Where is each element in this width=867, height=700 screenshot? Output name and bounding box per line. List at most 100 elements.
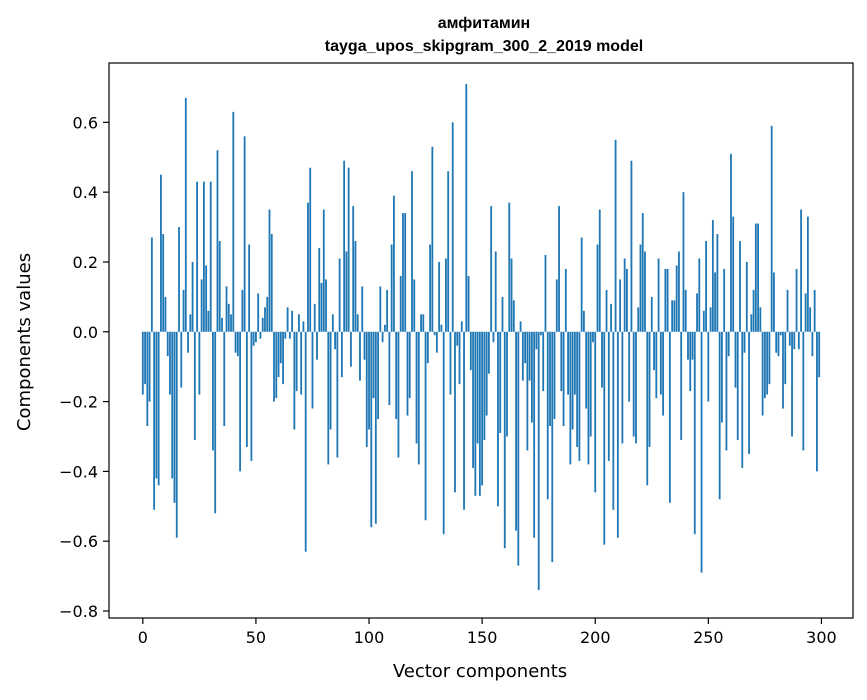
bar xyxy=(469,331,472,371)
bar xyxy=(426,331,429,364)
bar xyxy=(205,265,208,332)
bar xyxy=(616,331,619,538)
bar xyxy=(641,213,644,332)
bar xyxy=(456,331,459,346)
bar xyxy=(422,314,425,332)
bar xyxy=(782,331,784,409)
bar xyxy=(535,331,538,350)
bar xyxy=(569,331,572,465)
bar xyxy=(528,331,531,381)
bar xyxy=(370,331,373,528)
bar xyxy=(483,331,486,440)
bar xyxy=(166,331,169,357)
bar xyxy=(646,331,649,486)
bar xyxy=(257,293,260,332)
bar xyxy=(141,331,144,395)
bar xyxy=(610,303,612,332)
bar xyxy=(736,331,739,440)
bar xyxy=(307,202,309,332)
bar xyxy=(596,244,599,332)
bar xyxy=(365,331,368,447)
bar xyxy=(277,331,280,378)
bar xyxy=(338,258,341,332)
bar xyxy=(766,331,769,395)
y-axis-label: Components values xyxy=(14,253,35,431)
bar xyxy=(227,303,230,332)
bar xyxy=(157,331,160,486)
bar xyxy=(191,261,194,332)
bar xyxy=(519,321,522,332)
plot-frame xyxy=(108,62,854,619)
bar xyxy=(623,258,626,332)
y-tick-label: −0.2 xyxy=(59,393,98,412)
bar xyxy=(549,331,551,427)
bar xyxy=(395,331,398,420)
bar xyxy=(408,331,411,399)
bar xyxy=(311,331,314,409)
bar xyxy=(668,331,671,503)
bar xyxy=(485,331,488,416)
bar xyxy=(420,314,422,332)
x-tick-label: 100 xyxy=(354,628,385,647)
bar xyxy=(684,289,687,332)
bar xyxy=(662,331,664,416)
bar xyxy=(811,331,814,357)
bar xyxy=(193,331,196,440)
bar xyxy=(302,321,305,332)
bar xyxy=(499,331,502,433)
bar xyxy=(524,331,527,364)
bar xyxy=(635,331,637,444)
bar xyxy=(187,331,189,353)
bar xyxy=(748,331,750,454)
bar xyxy=(791,331,793,437)
bar xyxy=(259,331,262,339)
bar xyxy=(352,206,355,332)
bar xyxy=(562,331,565,427)
bar xyxy=(614,139,617,332)
bar xyxy=(304,331,307,552)
bar xyxy=(383,324,386,332)
x-tick-label: 150 xyxy=(467,628,498,647)
bar xyxy=(501,296,504,332)
bar xyxy=(316,331,318,360)
bar xyxy=(653,331,655,371)
bar xyxy=(705,241,707,332)
bar xyxy=(173,331,176,503)
bar xyxy=(350,331,352,367)
bar xyxy=(243,136,246,332)
bar xyxy=(250,331,253,461)
bar xyxy=(440,324,443,332)
bar xyxy=(415,331,418,444)
bar xyxy=(268,209,271,332)
bar xyxy=(424,331,427,521)
bar xyxy=(788,331,791,346)
bar xyxy=(818,331,821,378)
bar xyxy=(467,275,470,332)
x-tick-label: 300 xyxy=(806,628,837,647)
bar xyxy=(402,213,404,332)
bar xyxy=(657,258,660,332)
bar xyxy=(356,314,359,332)
bar xyxy=(225,286,228,332)
bar xyxy=(497,331,499,507)
y-tick-label: 0.4 xyxy=(73,183,98,202)
bar xyxy=(255,331,257,343)
bar xyxy=(241,289,244,332)
bar xyxy=(309,167,312,332)
bar xyxy=(702,310,705,332)
bar xyxy=(189,314,192,332)
bar xyxy=(417,331,420,465)
bar xyxy=(598,209,601,332)
bar xyxy=(628,331,631,402)
bar xyxy=(804,293,807,332)
bar xyxy=(553,331,556,420)
bar xyxy=(223,331,226,427)
bar xyxy=(612,331,615,510)
bar xyxy=(809,307,812,332)
bar xyxy=(340,331,343,378)
bar xyxy=(567,331,569,395)
bar xyxy=(451,122,454,332)
bar xyxy=(155,331,158,479)
bar xyxy=(266,296,269,332)
